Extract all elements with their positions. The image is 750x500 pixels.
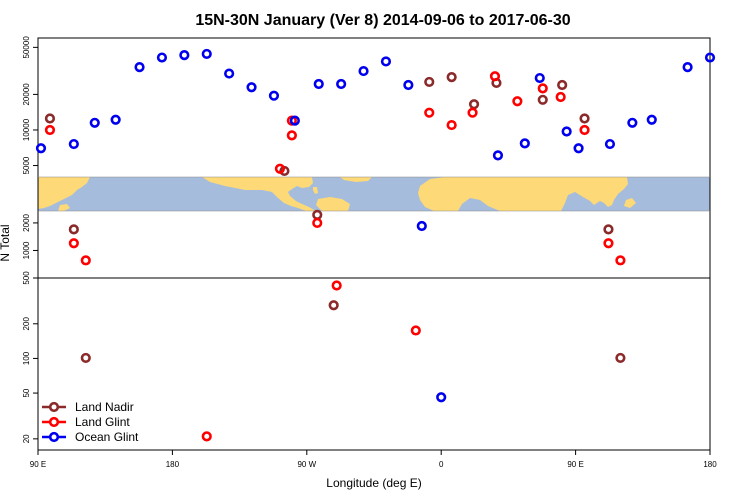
- legend-marker: [48, 431, 60, 443]
- ocean-glint-point: [289, 115, 300, 126]
- ocean-glint-point: [573, 143, 584, 154]
- land-glint-point: [201, 431, 212, 442]
- ocean-glint-point: [403, 79, 414, 91]
- y-tick-label: 200: [22, 317, 31, 331]
- land-glint-point: [312, 217, 323, 229]
- land-glint-point: [446, 119, 457, 131]
- ocean-glint-point: [201, 48, 212, 60]
- legend-item-ocean-glint: Ocean Glint: [42, 430, 139, 444]
- ocean-glint-point: [704, 52, 716, 63]
- land-nadir-point: [312, 209, 323, 220]
- land-glint-point: [555, 91, 566, 103]
- ocean-glint-point: [35, 143, 47, 154]
- y-axis-label: N Total: [0, 224, 12, 261]
- legend-label: Ocean Glint: [75, 430, 139, 444]
- land-nadir-point: [468, 99, 480, 110]
- land-glint-point: [331, 280, 342, 291]
- legend-label: Land Nadir: [75, 400, 134, 414]
- land-nadir-point: [557, 79, 568, 91]
- ocean-glint-point: [436, 392, 447, 403]
- ocean-glint-point: [224, 68, 235, 79]
- x-axis-label: Longitude (deg E): [326, 476, 421, 490]
- ocean-glint-point: [179, 49, 190, 61]
- land-glint-point: [512, 96, 523, 107]
- legend-item-land-glint: Land Glint: [42, 415, 130, 429]
- legend-label: Land Glint: [75, 415, 130, 429]
- x-tick-label: 180: [703, 460, 717, 469]
- land-nadir-point: [328, 300, 339, 311]
- ocean-glint-point: [134, 62, 145, 73]
- land-nadir-point: [446, 72, 457, 83]
- y-axis: 20 50 100 200 500 1000 2000 5000 10000 20000 50000: [22, 36, 38, 443]
- ocean-glint-point: [246, 82, 257, 93]
- land-glint-point: [410, 325, 421, 336]
- land-glint-point: [286, 130, 297, 141]
- land-glint-point: [80, 255, 91, 266]
- y-tick-label: 1000: [22, 241, 31, 259]
- land-nadir-point: [615, 352, 626, 364]
- land-glint-point: [68, 238, 79, 249]
- legend-item-land-nadir: Land Nadir: [42, 400, 134, 414]
- ocean-glint-point: [313, 78, 324, 90]
- land-nadir-point: [537, 94, 548, 105]
- ocean-glint-point: [416, 220, 427, 232]
- land-glint-point: [537, 83, 548, 94]
- y-tick-label: 100: [22, 351, 31, 365]
- y-tick-label: 500: [22, 271, 31, 285]
- y-tick-label: 5000: [22, 156, 31, 174]
- plot-frame: [37, 37, 711, 451]
- x-tick-label: 90 E: [567, 460, 583, 469]
- map-land: [38, 177, 636, 211]
- x-tick-label: 90 E: [30, 460, 46, 469]
- world-map-band: [38, 177, 710, 211]
- legend-marker: [48, 401, 60, 413]
- y-tick-label: 2000: [22, 213, 31, 231]
- x-axis: 90 E 180 90 W 0 90 E 180: [30, 450, 717, 469]
- ocean-glint-point: [561, 126, 572, 137]
- y-tick-label: 20000: [22, 83, 31, 106]
- land-glint-point: [424, 107, 435, 118]
- ocean-glint-point: [380, 56, 392, 67]
- ocean-glint-point: [358, 65, 369, 77]
- legend-marker: [48, 416, 60, 428]
- ocean-glint-point: [604, 138, 616, 150]
- ocean-glint-point: [89, 117, 100, 128]
- ocean-glint-point: [336, 78, 347, 90]
- ocean-glint-point: [268, 90, 280, 101]
- land-glint-point: [603, 238, 614, 249]
- land-nadir-point: [603, 224, 614, 235]
- land-glint-point: [489, 71, 501, 82]
- ocean-glint-point: [646, 114, 657, 125]
- x-tick-label: 90 W: [297, 460, 316, 469]
- land-glint-point: [467, 107, 478, 118]
- land-glint-point: [579, 124, 590, 136]
- ocean-glint-point: [682, 62, 693, 73]
- ocean-glint-point: [519, 138, 530, 149]
- ocean-glint-point: [492, 150, 504, 161]
- land-nadir-point: [424, 76, 435, 88]
- land-nadir-point: [44, 113, 56, 124]
- x-tick-label: 180: [166, 460, 180, 469]
- y-tick-label: 20: [22, 434, 31, 443]
- chart-title: 15N-30N January (Ver 8) 2014-09-06 to 20…: [195, 12, 570, 29]
- plot-border: [37, 37, 711, 451]
- land-glint-point: [615, 255, 626, 266]
- ocean-glint-point: [627, 117, 638, 128]
- ocean-glint-point: [110, 114, 121, 125]
- y-tick-label: 10000: [22, 118, 31, 141]
- data-points: [35, 48, 716, 442]
- ocean-glint-point: [156, 52, 168, 63]
- land-nadir-point: [579, 113, 590, 124]
- y-tick-label: 50: [22, 388, 31, 397]
- land-glint-point: [274, 163, 286, 174]
- land-nadir-point: [80, 352, 91, 364]
- y-tick-label: 50000: [22, 36, 31, 59]
- land-nadir-point: [68, 224, 79, 235]
- ocean-glint-point: [68, 138, 79, 150]
- land-glint-point: [44, 124, 56, 136]
- x-tick-label: 0: [439, 460, 444, 469]
- ocean-glint-point: [534, 72, 545, 84]
